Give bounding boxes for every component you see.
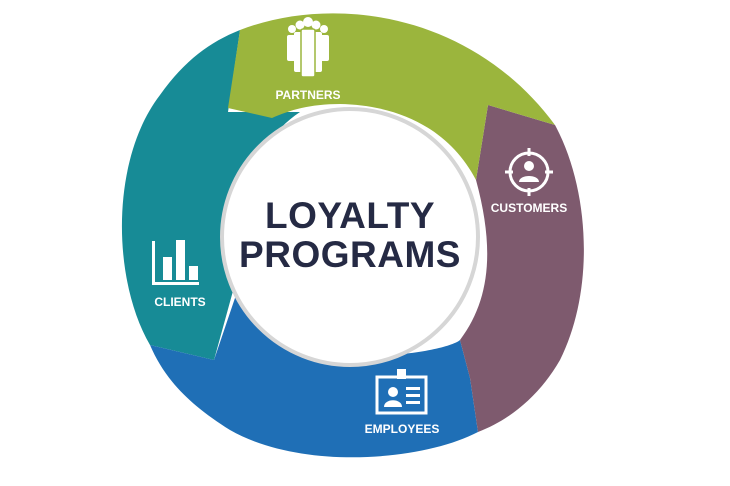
segment-label-partners: PARTNERS xyxy=(275,88,340,102)
id-badge-icon xyxy=(375,369,428,415)
people-group-icon xyxy=(287,17,329,78)
bar-chart-icon xyxy=(152,240,199,285)
segment-employees xyxy=(150,295,478,458)
center-title-line2: PROGRAMS xyxy=(239,234,461,275)
person-target-icon xyxy=(505,148,553,196)
person-target-icon-figure xyxy=(519,161,539,182)
segment-label-customers: CUSTOMERS xyxy=(491,201,567,215)
segment-customers xyxy=(460,105,584,432)
segment-label-clients: CLIENTS xyxy=(154,295,205,309)
center-circle xyxy=(220,107,480,367)
center-title-line1: LOYALTY xyxy=(265,195,435,236)
segment-label-employees: EMPLOYEES xyxy=(365,422,440,436)
